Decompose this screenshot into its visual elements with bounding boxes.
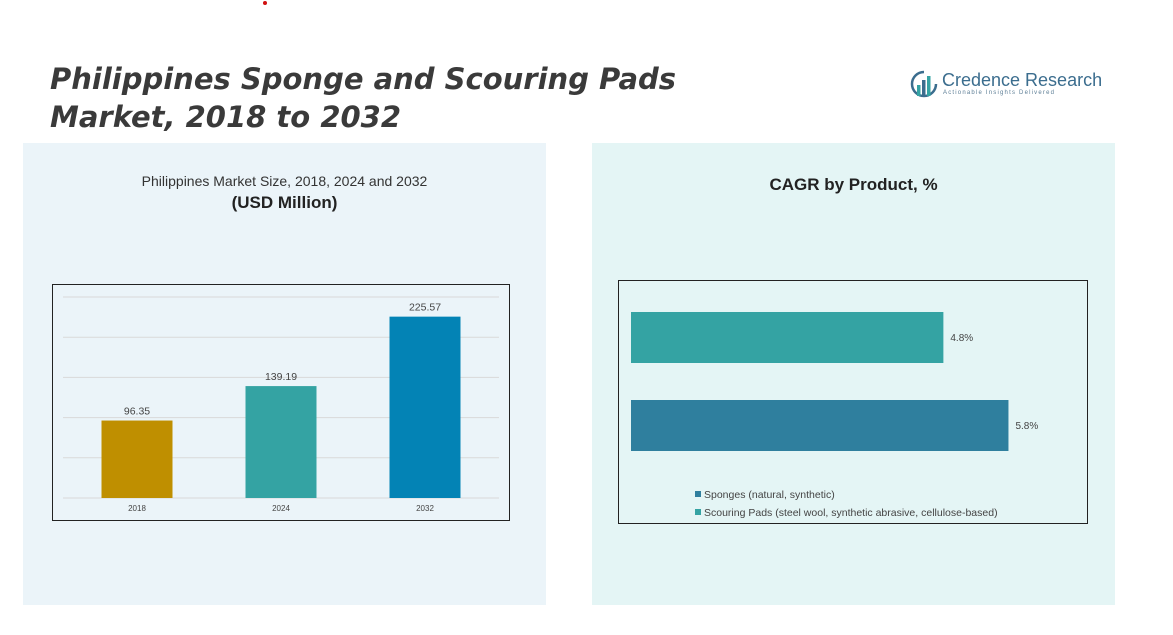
legend-swatch [695, 491, 701, 497]
legend-item-sponges: Sponges (natural, synthetic) [695, 486, 998, 504]
bar-chart-logo-icon [910, 70, 938, 98]
credence-research-logo: Credence Research Actionable Insights De… [910, 70, 1110, 104]
cagr-chart-frame: 4.8% 5.8% Sponges (natural, synthetic) Sc… [618, 280, 1088, 524]
legend-item-scouring-pads: Scouring Pads (steel wool, synthetic abr… [695, 504, 998, 522]
data-label-2018: 96.35 [124, 406, 150, 418]
cagr-panel: CAGR by Product, % 4.8% 5.8% Sponges (nat… [592, 143, 1115, 605]
legend-swatch [695, 509, 701, 515]
x-tick-2018: 2018 [128, 504, 146, 513]
x-tick-2024: 2024 [272, 504, 290, 513]
logo-tagline: Actionable Insights Delivered [943, 90, 1056, 96]
bar-sponges [631, 312, 944, 363]
data-label-2024: 139.19 [265, 371, 297, 383]
red-dot-marker [263, 1, 267, 5]
market-size-unit: (USD Million) [231, 193, 338, 212]
legend-label: Sponges (natural, synthetic) [704, 489, 835, 501]
logo-name: Credence Research [942, 70, 1103, 90]
legend-label: Scouring Pads (steel wool, synthetic abr… [704, 507, 998, 519]
cagr-legend: Sponges (natural, synthetic) Scouring Pa… [695, 486, 998, 522]
market-size-bar-chart: 96.35 2018 139.19 2024 225.57 2032 [63, 296, 499, 513]
cagr-title: CAGR by Product, % [769, 175, 938, 194]
bar-2024 [245, 386, 317, 498]
data-label-sponges: 4.8% [950, 333, 973, 344]
bar-2032 [389, 316, 461, 498]
market-size-chart-frame: 96.35 2018 139.19 2024 225.57 2032 [52, 284, 510, 521]
bar-scouring-pads [631, 400, 1009, 451]
data-label-scouring-pads: 5.8% [1015, 421, 1038, 432]
page-title: Philippines Sponge and Scouring Pads Mar… [50, 62, 677, 134]
x-tick-2032: 2032 [416, 504, 434, 513]
bar-2018 [101, 420, 173, 498]
data-label-2032: 225.57 [409, 302, 441, 314]
market-size-panel: Philippines Market Size, 2018, 2024 and … [23, 143, 546, 605]
market-size-title: Philippines Market Size, 2018, 2024 and … [141, 173, 428, 189]
cagr-bar-chart: 4.8% 5.8% [631, 312, 1038, 451]
